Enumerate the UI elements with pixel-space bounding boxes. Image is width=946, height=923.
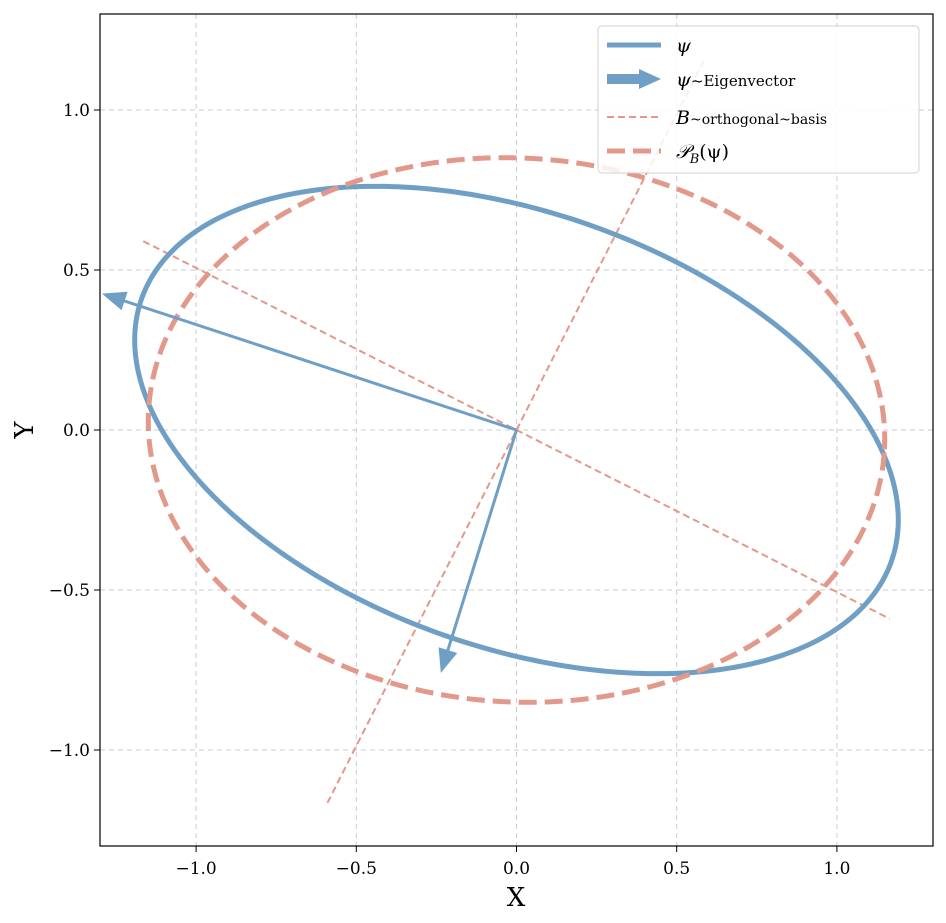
- y-tick-label: −0.5: [49, 581, 90, 601]
- eigenvector-arrow-head: [101, 291, 128, 311]
- legend-arrow-head: [639, 69, 661, 89]
- x-tick-label: −1.0: [175, 859, 216, 879]
- legend-box: [597, 25, 920, 174]
- tick-layer: −1.0 −0.5 0.0 0.5 1.0 −1.0 −0.5 0.0 0.5 1.0: [49, 101, 851, 879]
- y-axis-label: Y: [10, 421, 40, 440]
- legend-label-eigenvector: ψ~Eigenvector: [676, 69, 796, 91]
- y-tick-label: −1.0: [49, 741, 90, 761]
- eigenvector-arrow-shaft: [446, 429, 518, 652]
- x-tick-label: 1.0: [823, 859, 850, 879]
- legend: ψ ψ~Eigenvector B~orthogonal~basis 𝒫B(ψ): [597, 25, 920, 174]
- y-tick-label: 0.0: [63, 421, 90, 441]
- legend-arrow-shaft: [607, 74, 639, 84]
- psi-ellipse: [132, 183, 901, 677]
- x-tick-label: −0.5: [336, 859, 377, 879]
- x-tick-label: 0.0: [503, 859, 530, 879]
- projection-ellipse: [145, 155, 888, 705]
- legend-label-projection: 𝒫B(ψ): [676, 141, 729, 167]
- legend-swatch-eigenvector: [607, 69, 661, 89]
- y-tick-label: 1.0: [63, 101, 90, 121]
- legend-label-psi: ψ: [676, 35, 692, 57]
- eigenvector-arrow-shaft: [123, 299, 517, 432]
- basis-line: [326, 56, 707, 804]
- x-tick-label: 0.5: [663, 859, 690, 879]
- x-axis-label: X: [507, 883, 526, 913]
- legend-label-basis: B~orthogonal~basis: [675, 107, 827, 129]
- eigenvector-arrow-head: [438, 647, 458, 673]
- plot-layer: [101, 56, 901, 804]
- y-tick-label: 0.5: [63, 261, 90, 281]
